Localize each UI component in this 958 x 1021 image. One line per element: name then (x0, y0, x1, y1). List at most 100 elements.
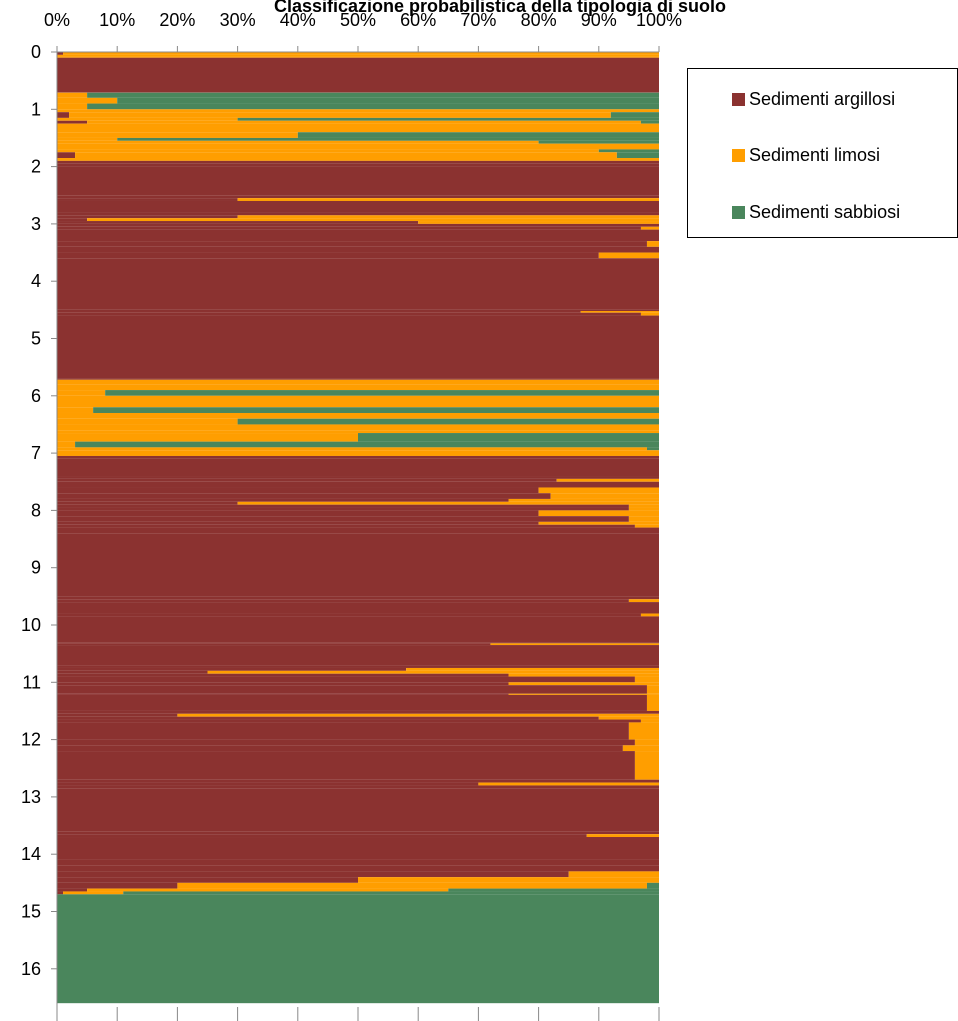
band-argillosi-72 (57, 533, 659, 597)
band-argillosi-25 (57, 198, 238, 201)
band-argillosi-27 (57, 212, 659, 216)
band-limosi-16 (57, 140, 539, 144)
band-argillosi-102 (57, 831, 659, 835)
band-argillosi-98 (57, 779, 659, 783)
x-tick-label: 70% (460, 10, 496, 30)
band-argillosi-59 (57, 478, 557, 482)
band-sabbiosi-109 (646, 882, 659, 889)
band-argillosi-23 (57, 166, 659, 196)
band-argillosi-99 (57, 782, 479, 786)
band-limosi-1 (57, 54, 659, 57)
band-argillosi-19 (57, 152, 76, 159)
band-limosi-29 (87, 218, 660, 222)
band-limosi-70 (634, 524, 659, 528)
y-tick-label: 12 (21, 730, 41, 750)
band-limosi-43 (57, 379, 659, 385)
band-limosi-92 (598, 716, 659, 720)
band-argillosi-103 (57, 834, 587, 838)
band-limosi-0 (63, 52, 659, 55)
y-tick-label: 16 (21, 959, 41, 979)
band-argillosi-82 (57, 667, 407, 671)
x-tick-label: 100% (636, 10, 682, 30)
band-argillosi-108 (57, 877, 358, 883)
x-tick-label: 90% (581, 10, 617, 30)
band-argillosi-110 (57, 888, 88, 892)
band-argillosi-24 (57, 195, 659, 199)
band-limosi-53 (57, 441, 76, 448)
band-argillosi-29 (57, 218, 88, 222)
band-limosi-99 (478, 782, 659, 786)
plot-area (57, 52, 660, 1004)
legend-item-argillosi: Sedimenti argillosi (732, 88, 895, 110)
band-argillosi-39 (57, 310, 581, 313)
band-limosi-59 (556, 478, 659, 482)
band-limosi-25 (237, 198, 659, 201)
band-limosi-20 (57, 158, 659, 161)
band-argillosi-83 (57, 670, 208, 674)
band-sabbiosi-11 (640, 120, 659, 124)
band-argillosi-30 (57, 221, 419, 224)
band-argillosi-78 (57, 642, 659, 644)
band-limosi-67 (538, 510, 659, 517)
band-argillosi-88 (57, 693, 509, 695)
band-argillosi-87 (57, 685, 647, 694)
band-limosi-83 (207, 670, 659, 674)
band-limosi-65 (628, 504, 659, 508)
band-argillosi-36 (57, 252, 599, 259)
band-argillosi-61 (57, 487, 539, 494)
legend-label-argillosi: Sedimenti argillosi (749, 88, 896, 109)
band-argillosi-3 (57, 57, 659, 93)
band-limosi-109 (177, 882, 647, 889)
band-limosi-86 (508, 682, 659, 686)
band-limosi-68 (628, 516, 659, 522)
band-sabbiosi-53 (75, 441, 659, 448)
band-limosi-97 (634, 751, 659, 780)
band-limosi-9 (69, 112, 611, 118)
band-limosi-45 (57, 390, 106, 396)
legend-swatch-limosi (732, 148, 745, 162)
band-sabbiosi-10 (237, 117, 659, 121)
band-argillosi-32 (57, 226, 641, 230)
band-argillosi-104 (57, 837, 659, 860)
band-argillosi-65 (57, 504, 629, 508)
band-sabbiosi-52 (358, 433, 659, 442)
band-limosi-69 (538, 521, 659, 525)
band-argillosi-64 (57, 501, 238, 505)
band-limosi-111 (63, 891, 124, 895)
band-limosi-7 (57, 103, 88, 110)
band-limosi-51 (57, 430, 659, 434)
band-limosi-74 (628, 599, 659, 603)
band-limosi-88 (508, 693, 659, 695)
y-tick-label: 11 (22, 672, 41, 692)
band-limosi-89 (646, 694, 659, 711)
band-sabbiosi-16 (538, 140, 659, 144)
band-limosi-30 (418, 221, 659, 224)
band-argillosi-38 (57, 309, 659, 311)
band-limosi-32 (640, 226, 659, 230)
band-argillosi-4 (57, 92, 659, 93)
band-limosi-94 (628, 722, 659, 740)
band-limosi-2 (57, 56, 659, 58)
band-argillosi-34 (57, 241, 647, 247)
band-argillosi-35 (57, 246, 659, 253)
band-limosi-82 (406, 667, 659, 671)
band-sabbiosi-49 (237, 418, 659, 425)
band-limosi-91 (177, 713, 659, 717)
band-sabbiosi-54 (646, 447, 659, 451)
band-argillosi-93 (57, 719, 641, 723)
band-limosi-10 (57, 117, 238, 121)
band-limosi-76 (640, 613, 659, 617)
y-tick-label: 5 (31, 329, 41, 349)
band-sabbiosi-19 (616, 152, 659, 159)
band-sabbiosi-9 (610, 112, 659, 118)
band-limosi-28 (237, 215, 659, 219)
band-argillosi-41 (57, 315, 659, 379)
band-sabbiosi-18 (598, 149, 659, 153)
band-limosi-13 (57, 126, 659, 133)
band-argillosi-84 (57, 673, 509, 677)
band-limosi-15 (57, 137, 118, 141)
band-argillosi-89 (57, 694, 647, 711)
band-sabbiosi-111 (123, 891, 660, 895)
band-argillosi-100 (57, 785, 659, 789)
